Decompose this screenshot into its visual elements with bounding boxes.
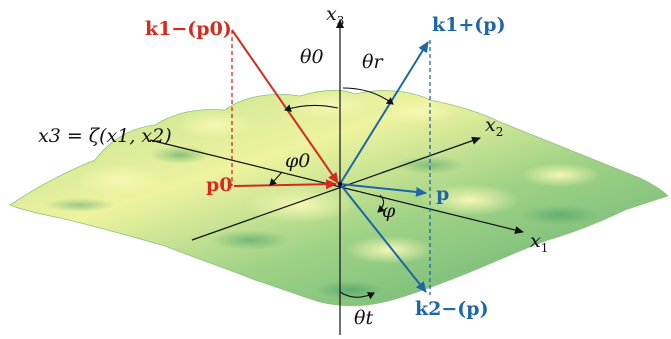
surface-bump xyxy=(420,184,520,216)
transmitted-wavevector-arrow xyxy=(339,183,427,293)
surface-bump xyxy=(245,187,355,223)
surface-bump xyxy=(520,163,600,187)
phi-arc xyxy=(377,194,386,213)
k2-minus-label: k2−(p) xyxy=(415,298,489,320)
rough-surface xyxy=(9,90,669,307)
origin-point xyxy=(337,181,343,187)
surface-equation-label: x3 = ζ(x1, x2) xyxy=(38,125,172,147)
theta0-arc xyxy=(284,104,339,112)
p0-label: p0 xyxy=(206,174,233,196)
x2-axis-label: x2 xyxy=(485,114,504,139)
phi0-arc xyxy=(269,171,283,186)
theta-r-label: θr xyxy=(362,51,383,73)
x3-axis-label: x3 xyxy=(326,3,345,28)
theta-t-label: θt xyxy=(354,307,374,329)
k1-minus-label: k1−(p0) xyxy=(145,18,232,40)
surface-dip xyxy=(395,156,465,174)
theta0-label: θ0 xyxy=(300,46,324,68)
p0-arrow xyxy=(233,179,337,190)
surface-bump xyxy=(345,236,435,264)
phi-label: φ xyxy=(382,200,396,222)
k1-plus-label: k1+(p) xyxy=(432,14,506,36)
reflected-wavevector-arrow xyxy=(339,41,429,185)
surface-bump xyxy=(285,91,375,119)
phi0-label: φ0 xyxy=(285,150,311,172)
surface-dip xyxy=(150,146,210,164)
theta-t-arc xyxy=(339,291,375,300)
x1-axis-label: x1 xyxy=(530,230,549,255)
surface-dip xyxy=(210,230,290,250)
surface-dip xyxy=(45,198,115,212)
p-arrow xyxy=(339,183,427,197)
surface-bump xyxy=(385,100,455,124)
surface-dip xyxy=(520,205,600,225)
theta-r-arc xyxy=(342,87,394,105)
surface-bump xyxy=(175,111,255,139)
surface-bump xyxy=(75,164,165,196)
p-label: p xyxy=(436,183,450,205)
